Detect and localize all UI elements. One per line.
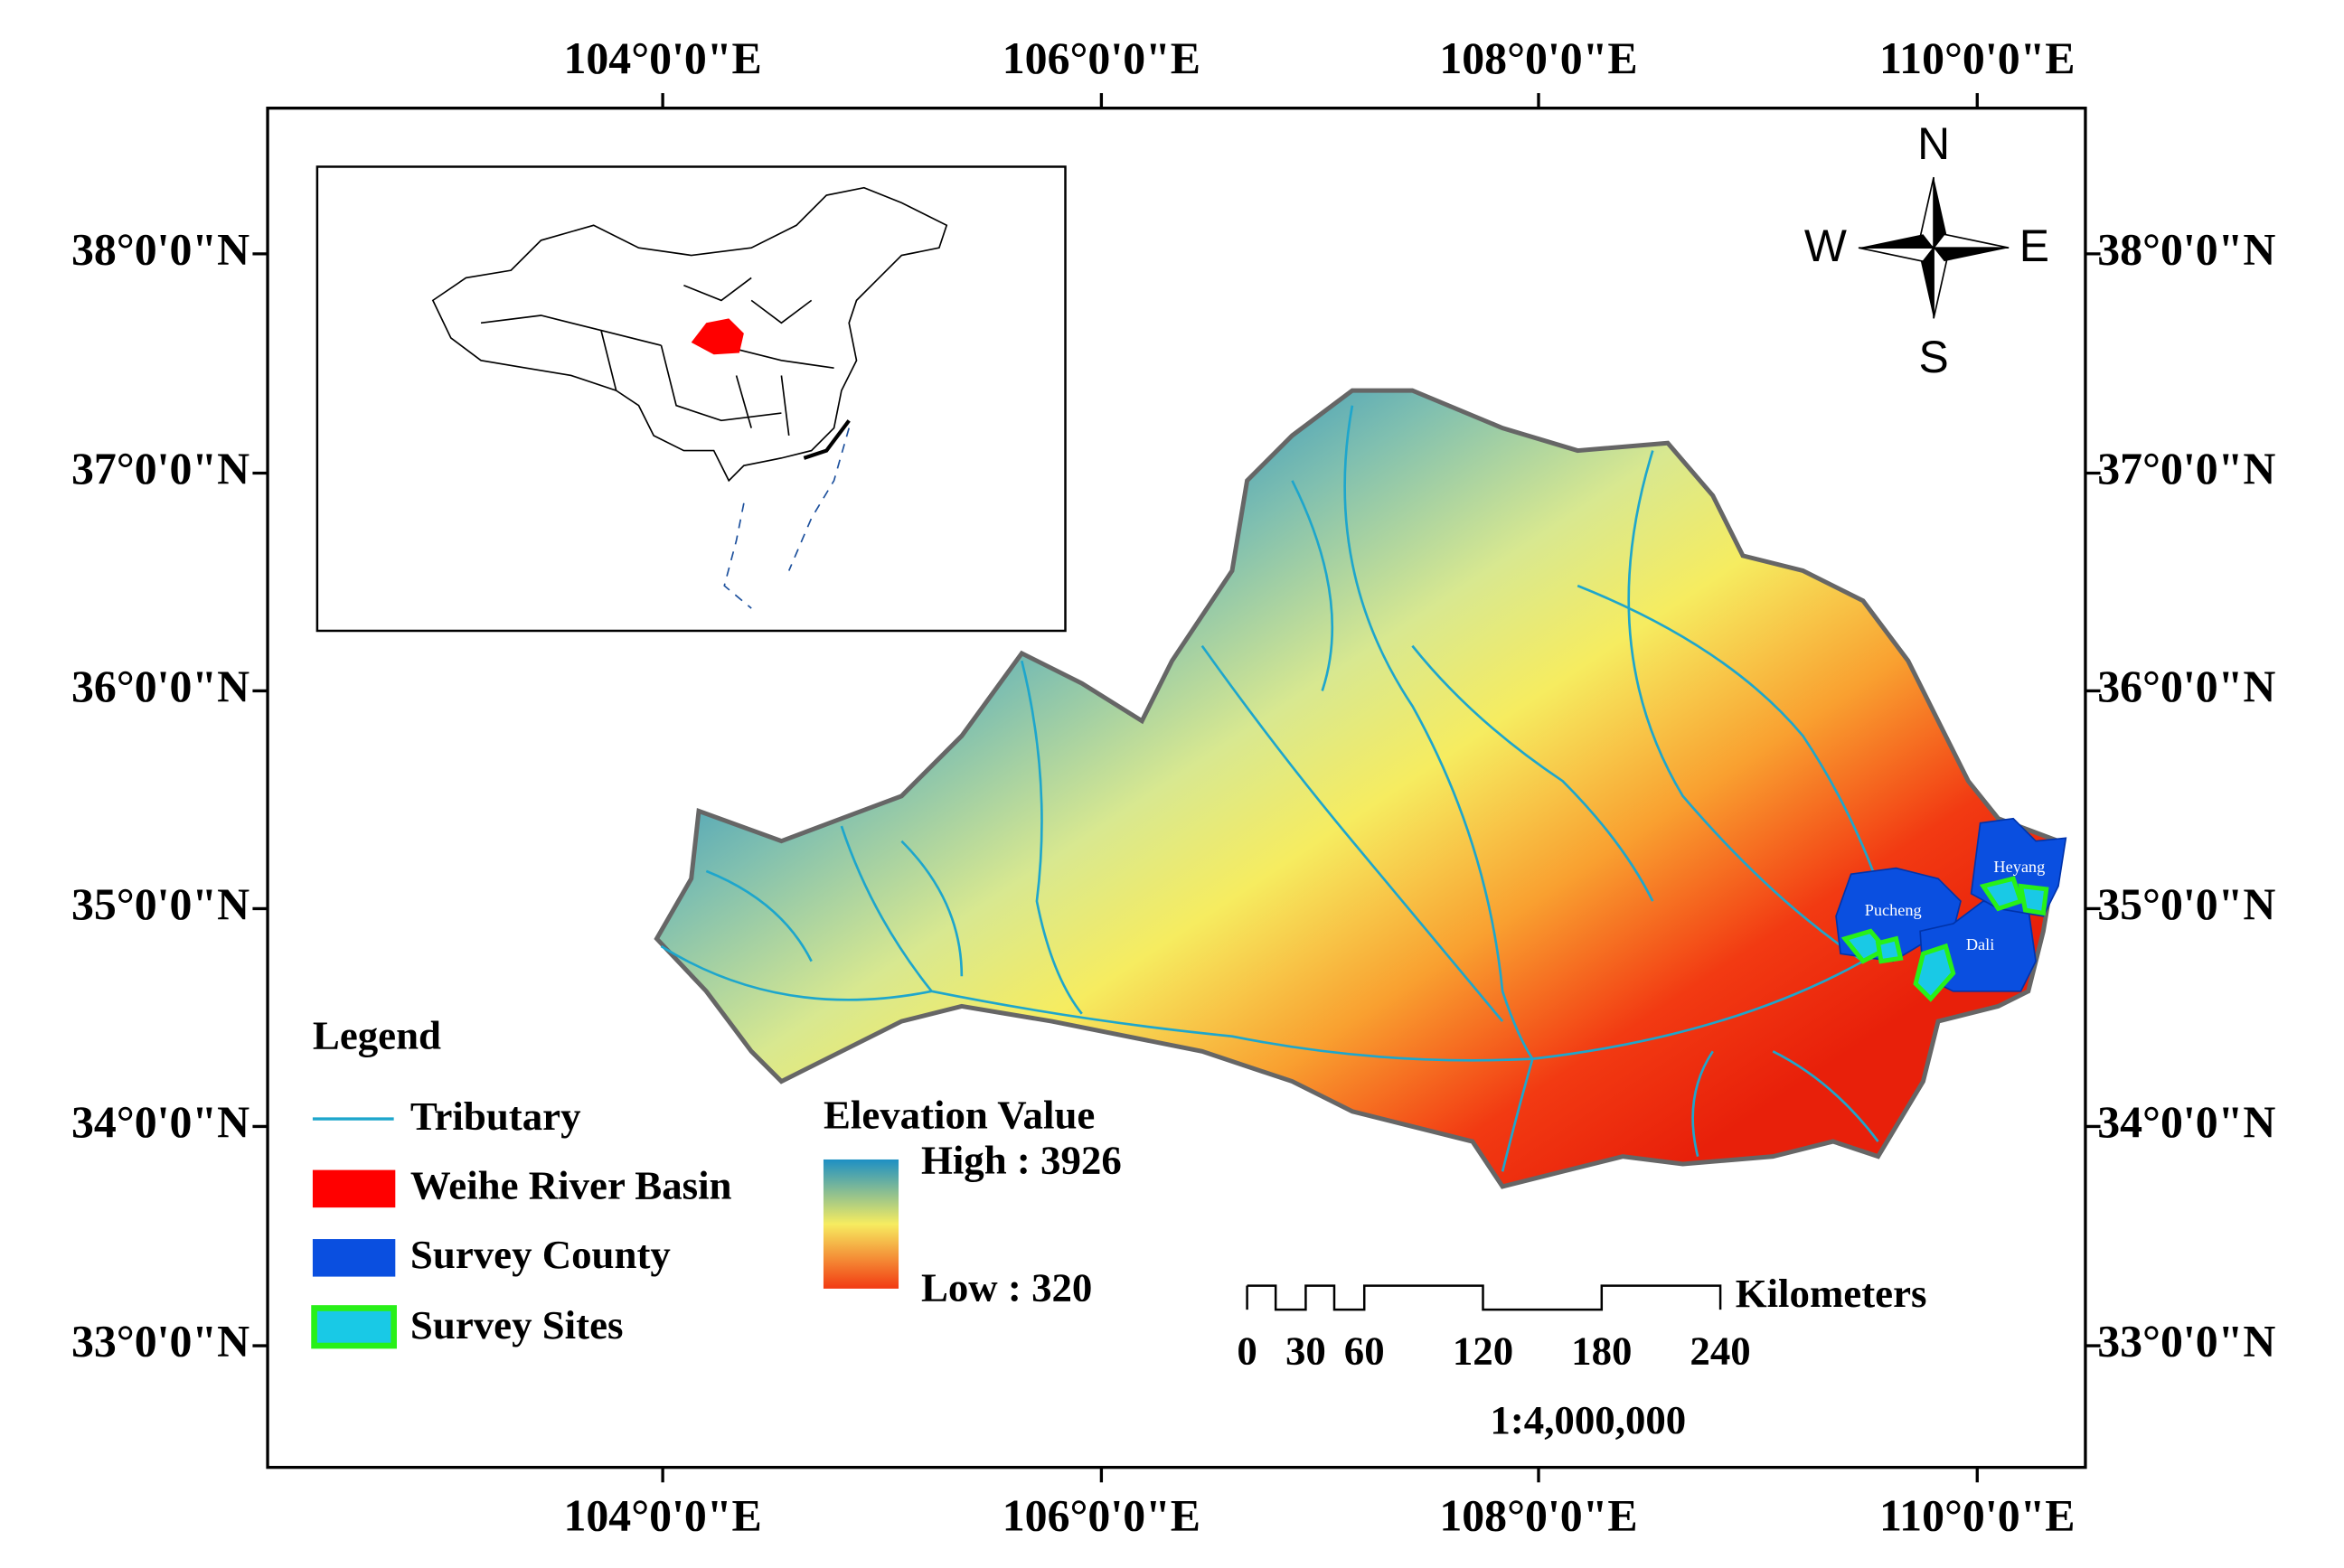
legend-item: Survey County xyxy=(410,1232,671,1277)
latitude-label: 33°0'0"N xyxy=(2097,1316,2275,1366)
legend-swatch xyxy=(311,1305,397,1349)
inset-basin xyxy=(691,318,744,355)
scale-label: 60 xyxy=(1344,1328,1385,1373)
latitude-label: 34°0'0"N xyxy=(2097,1097,2275,1147)
compass-s: S xyxy=(1918,332,1948,382)
longitude-label: 110°0'0"E xyxy=(1879,33,2076,83)
china-outline xyxy=(431,186,948,609)
scale-ratio: 1:4,000,000 xyxy=(1490,1397,1686,1442)
latitude-label: 37°0'0"N xyxy=(71,444,249,493)
county-label: Heyang xyxy=(1993,858,2045,876)
scale-label: 240 xyxy=(1690,1328,1750,1373)
longitude-label: 104°0'0"E xyxy=(563,33,761,83)
longitude-label: 106°0'0"E xyxy=(1003,33,1200,83)
latitude-label: 35°0'0"N xyxy=(71,879,249,929)
scale-unit: Kilometers xyxy=(1736,1271,1927,1316)
longitude-label: 108°0'0"E xyxy=(1439,1490,1637,1540)
graticule-ticks xyxy=(252,93,2101,1483)
inset-frame xyxy=(315,165,1067,633)
longitude-label: 104°0'0"E xyxy=(563,1490,761,1540)
scale-label: 0 xyxy=(1237,1328,1257,1373)
legend-title: Legend xyxy=(313,1012,441,1057)
latitude-label: 37°0'0"N xyxy=(2097,444,2275,493)
elevation-high: High : 3926 xyxy=(921,1137,1122,1182)
county-label: Dali xyxy=(1966,935,1994,953)
elevation-low: Low : 320 xyxy=(921,1265,1092,1310)
longitude-label: 110°0'0"E xyxy=(1879,1490,2076,1540)
survey-sites xyxy=(1840,876,2049,1002)
weihe-basin xyxy=(654,388,2061,1189)
north-arrow xyxy=(1858,176,2010,319)
legend-swatch xyxy=(312,1169,396,1208)
latitude-label: 33°0'0"N xyxy=(71,1316,249,1366)
latitude-label: 34°0'0"N xyxy=(71,1097,249,1147)
county-label: Pucheng xyxy=(1865,901,1922,919)
map-frame xyxy=(266,106,2087,1469)
latitude-label: 36°0'0"N xyxy=(2097,662,2275,711)
legend-item: Tributary xyxy=(410,1094,581,1139)
scale-bar xyxy=(1247,1284,1722,1311)
legend-item: Survey Sites xyxy=(410,1302,624,1347)
longitude-label: 106°0'0"E xyxy=(1003,1490,1200,1540)
tributaries xyxy=(660,405,1954,1172)
compass-e: E xyxy=(2019,221,2049,271)
compass-w: W xyxy=(1804,221,1847,271)
legend-swatch xyxy=(312,1239,396,1277)
scale-labels: 0 30 60 120 180 240 xyxy=(1237,1328,1750,1373)
legend-item: Weihe River Basin xyxy=(410,1163,732,1208)
latitude-label: 35°0'0"N xyxy=(2097,879,2275,929)
longitude-label: 108°0'0"E xyxy=(1439,33,1637,83)
latitude-label: 38°0'0"N xyxy=(71,224,249,274)
elevation-title: Elevation Value xyxy=(824,1092,1095,1137)
compass-n: N xyxy=(1917,118,1950,169)
latitude-label: 38°0'0"N xyxy=(2097,224,2275,274)
scale-label: 180 xyxy=(1571,1328,1632,1373)
scale-label: 120 xyxy=(1453,1328,1513,1373)
scale-label: 30 xyxy=(1285,1328,1326,1373)
coordinate-labels: 104°0'0"E 106°0'0"E 108°0'0"E 110°0'0"E 104°… xyxy=(71,33,2275,1540)
elevation-ramp xyxy=(823,1159,899,1289)
latitude-label: 36°0'0"N xyxy=(71,662,249,711)
